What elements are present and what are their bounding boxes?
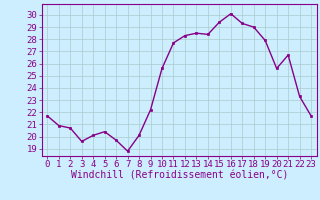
X-axis label: Windchill (Refroidissement éolien,°C): Windchill (Refroidissement éolien,°C) <box>70 171 288 181</box>
